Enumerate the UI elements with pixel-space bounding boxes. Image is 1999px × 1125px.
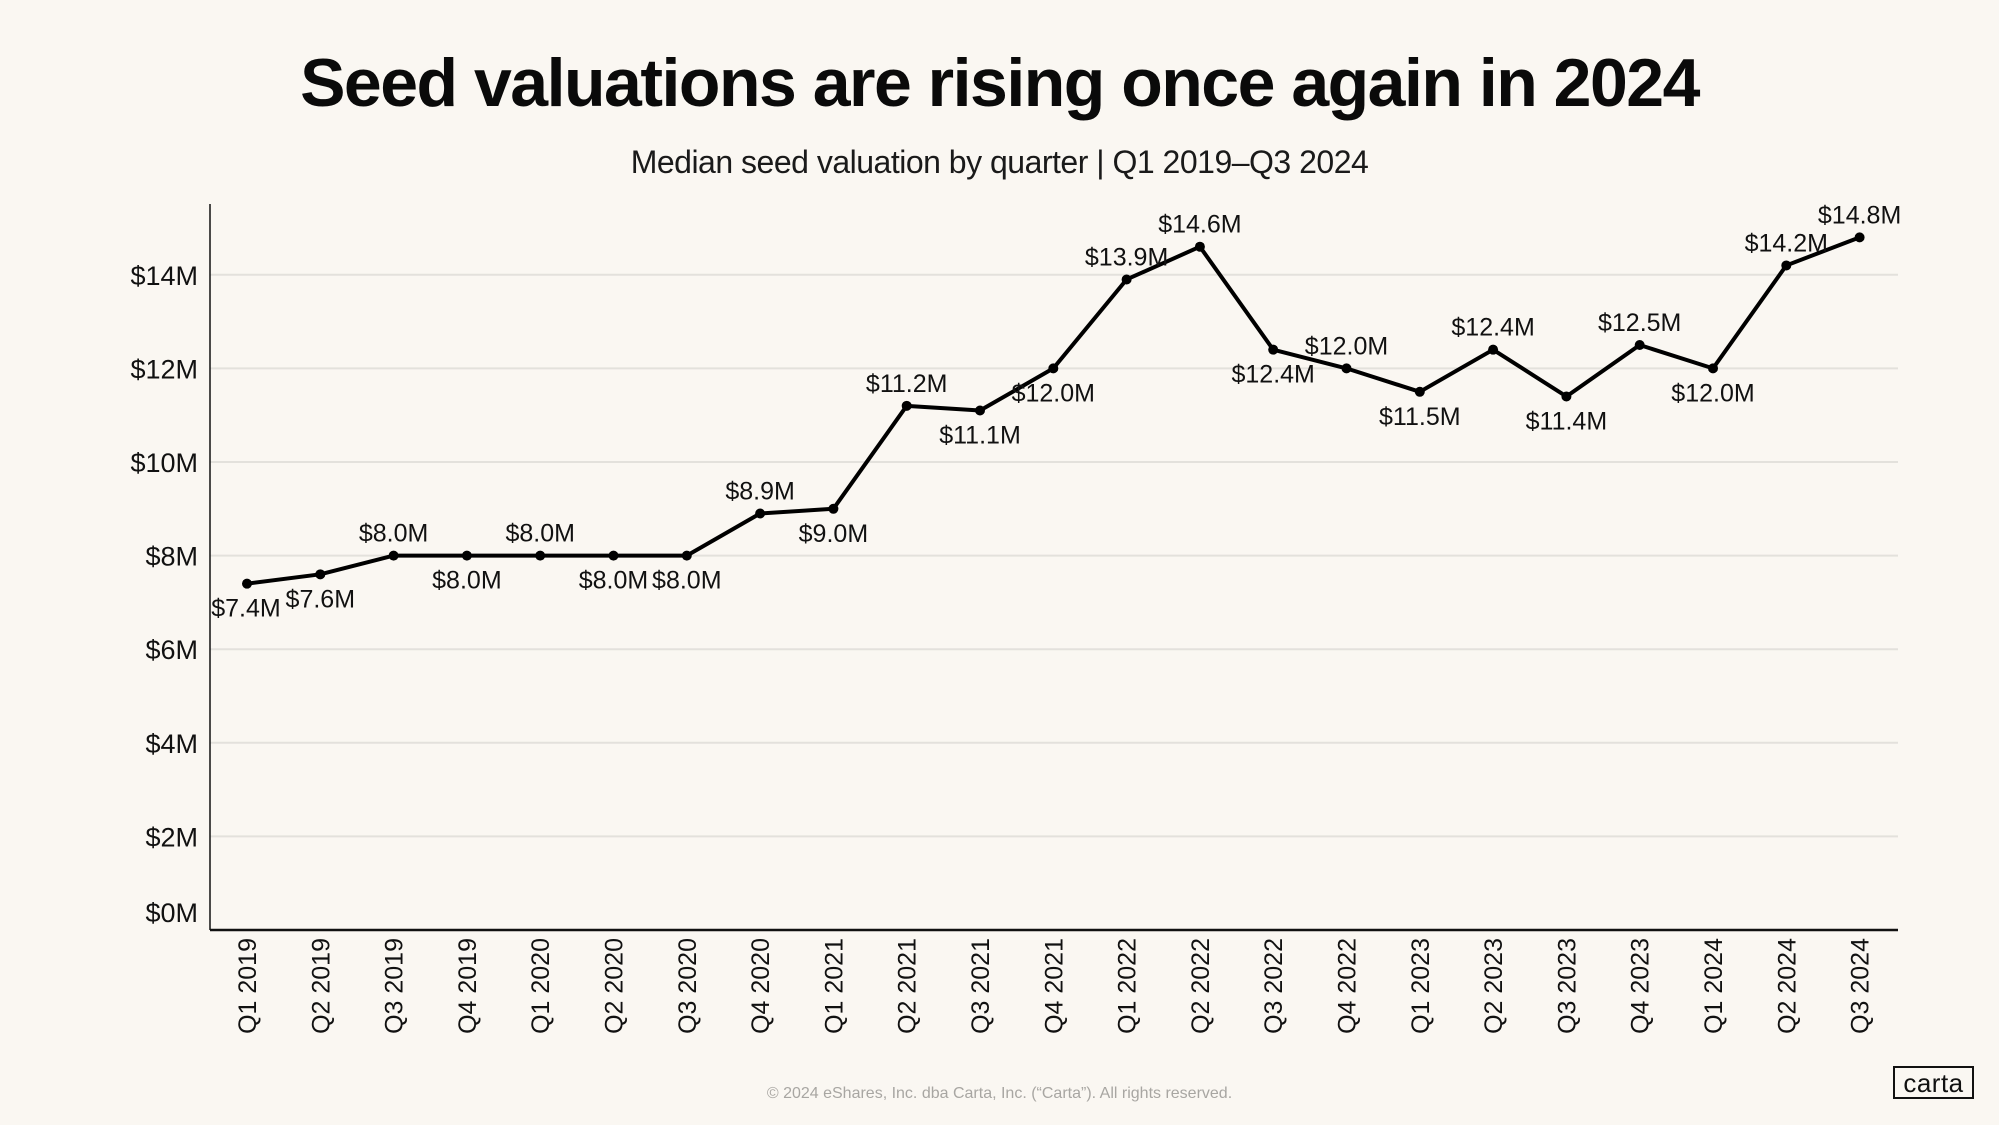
x-tick-label: Q3 2020 [674,938,702,1034]
x-tick-label: Q3 2024 [1847,938,1875,1034]
data-point [901,400,912,411]
data-labels: $7.4M $7.6M$8.0M$8.0M$8.0M$8.0M $8.0M$8.9M… [211,201,1901,622]
x-tick-label: Q2 2020 [601,938,629,1034]
data-point [1341,363,1352,374]
data-label: $9.0M [799,520,868,548]
x-tick-label: Q1 2021 [820,938,848,1034]
x-tick-label: Q2 2022 [1187,938,1215,1034]
x-tick-label: Q4 2023 [1627,938,1655,1034]
y-tick-label: $2M [145,822,198,852]
data-point [1121,274,1132,285]
data-point [315,569,326,580]
x-tick-label: Q2 2019 [307,938,335,1034]
gridlines [210,273,1898,838]
data-point [1194,241,1205,252]
data-label: $8.0M [432,567,501,595]
data-label: $8.0M [359,520,428,548]
x-tick-label: Q4 2019 [454,938,482,1034]
data-point [1414,386,1425,397]
y-tick-label: $8M [145,542,198,572]
data-point [535,550,546,561]
data-point [461,550,472,561]
data-label: $11.1M [939,422,1021,450]
data-point [975,405,985,416]
data-points [242,232,1865,589]
data-point [1488,344,1499,355]
data-label: $7.6M [286,585,355,613]
data-point [608,550,619,561]
chart-title: Seed valuations are rising once again in… [300,45,1700,121]
copyright-footer: © 2024 eShares, Inc. dba Carta, Inc. (“C… [766,1085,1233,1102]
x-tick-label: Q1 2022 [1114,938,1142,1034]
data-label: $8.0M [579,567,648,595]
data-label: $14.2M [1745,229,1828,257]
data-label: $8.0M [505,520,574,548]
chart-subtitle: Median seed valuation by quarter | Q1 20… [630,144,1369,180]
x-tick-label: Q3 2021 [967,938,995,1034]
data-point [242,578,252,589]
data-point [388,550,399,561]
x-tick-label: Q3 2023 [1553,938,1581,1034]
x-tick-label: Q3 2019 [381,938,409,1034]
x-tick-label: Q4 2021 [1040,938,1068,1034]
data-point [1048,363,1059,374]
x-tick-label: Q1 2020 [527,938,555,1034]
y-tick-label: $14M [130,261,198,291]
data-label: $11.5M [1379,403,1461,431]
series-line [246,235,1861,586]
y-axis-ticks: $0M $2M $4M $6M $8M $10M $12M $14M [130,261,198,928]
data-label: $8.0M [652,567,721,595]
y-tick-label: $6M [145,635,198,665]
data-point [755,508,766,519]
x-axis-ticks: Q1 2019 Q2 2019 Q3 2019 Q4 2019 Q1 2020 Q2 20… [234,938,1875,1034]
y-tick-label: $12M [130,354,198,384]
x-tick-label: Q1 2019 [234,938,262,1034]
y-tick-label: $0M [145,898,198,928]
data-label: $14.8M [1818,201,1901,229]
data-label: $7.4M [211,595,280,623]
x-tick-label: Q4 2022 [1334,938,1362,1034]
data-point [1781,260,1792,271]
data-label: $12.4M [1451,314,1534,342]
data-point [1268,344,1279,355]
data-point [681,550,692,561]
x-tick-label: Q1 2024 [1700,938,1728,1034]
x-tick-label: Q4 2020 [747,938,775,1034]
data-label: $11.2M [866,370,948,398]
data-label: $14.6M [1158,211,1241,239]
data-point [1854,232,1865,243]
data-point [1561,391,1572,402]
data-label: $12.0M [1305,332,1388,360]
x-tick-label: Q3 2022 [1260,938,1288,1034]
x-tick-label: Q2 2021 [894,938,922,1034]
data-label: $12.0M [1671,379,1754,407]
y-tick-label: $4M [145,729,198,759]
x-tick-label: Q2 2024 [1773,938,1801,1034]
data-label: $12.5M [1598,309,1681,337]
carta-logo: carta [1893,1066,1974,1099]
x-tick-label: Q1 2023 [1407,938,1435,1034]
x-tick-label: Q2 2023 [1480,938,1508,1034]
data-point [1708,363,1718,374]
data-label: $8.9M [725,477,794,505]
data-label: $12.0M [1012,379,1095,407]
data-point [1634,340,1645,350]
data-label: $13.9M [1085,243,1168,271]
data-label: $11.4M [1526,407,1608,435]
data-point [828,503,839,514]
y-tick-label: $10M [130,448,198,478]
data-label: $12.4M [1232,361,1315,389]
